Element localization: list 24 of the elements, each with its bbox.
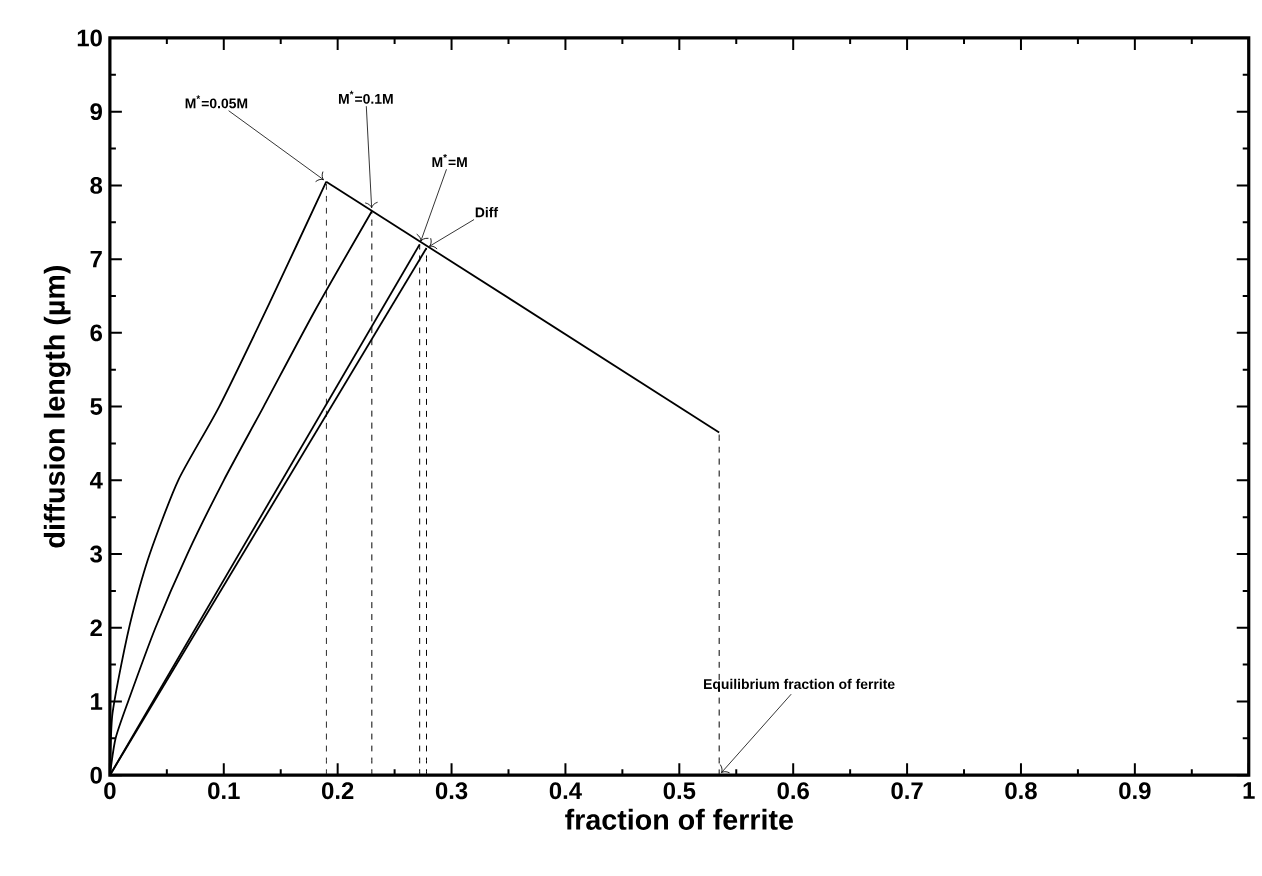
y-tick-label: 0 [90, 767, 102, 785]
y-tick-label: 9 [90, 103, 102, 121]
x-tick-label: 0.3 [435, 782, 468, 800]
x-tick-label: 0.5 [663, 782, 696, 800]
y-tick-label: 3 [90, 546, 103, 563]
x-tick-label: 0 [104, 782, 116, 800]
x-tick-label: 0.8 [1005, 782, 1037, 800]
y-tick-label: 4 [89, 472, 103, 489]
y-tick-label: 8 [90, 177, 103, 195]
y-tick-label: 1 [91, 693, 103, 711]
x-tick-label: 0.6 [777, 782, 809, 800]
x-tick-label: 1 [1243, 782, 1255, 800]
x-axis-title: fraction of ferrite [565, 809, 793, 831]
y-axis-title: diffusion length (µm) [43, 266, 71, 548]
x-tick-label: 0.9 [1119, 782, 1151, 800]
y-tick-label: 10 [77, 29, 102, 47]
y-tick-label: 7 [90, 251, 102, 268]
y-tick-label: 5 [90, 398, 103, 416]
x-tick-label: 0.1 [208, 782, 240, 800]
y-tick-label: 2 [90, 619, 102, 637]
x-tick-label: 0.4 [549, 782, 582, 800]
y-tick-label: 6 [90, 324, 103, 342]
x-tick-label: 0.2 [322, 782, 354, 800]
x-tick-label: 0.7 [891, 782, 923, 800]
